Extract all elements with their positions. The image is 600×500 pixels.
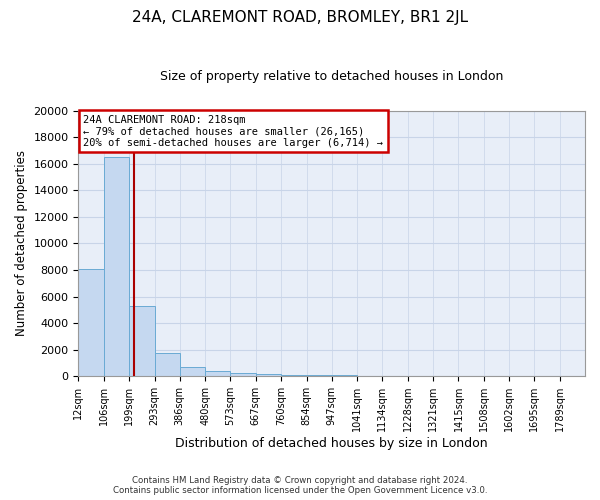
Y-axis label: Number of detached properties: Number of detached properties bbox=[15, 150, 28, 336]
Bar bbox=[104, 157, 129, 376]
Bar bbox=[307, 375, 332, 376]
Bar bbox=[205, 371, 230, 376]
X-axis label: Distribution of detached houses by size in London: Distribution of detached houses by size … bbox=[175, 437, 488, 450]
Bar bbox=[79, 268, 104, 376]
Bar bbox=[129, 306, 155, 376]
Bar bbox=[281, 375, 307, 376]
Bar bbox=[180, 367, 205, 376]
Text: Contains HM Land Registry data © Crown copyright and database right 2024.
Contai: Contains HM Land Registry data © Crown c… bbox=[113, 476, 487, 495]
Bar bbox=[155, 353, 180, 376]
Bar bbox=[256, 374, 281, 376]
Text: 24A, CLAREMONT ROAD, BROMLEY, BR1 2JL: 24A, CLAREMONT ROAD, BROMLEY, BR1 2JL bbox=[132, 10, 468, 25]
Bar bbox=[230, 373, 256, 376]
Text: 24A CLAREMONT ROAD: 218sqm
← 79% of detached houses are smaller (26,165)
20% of : 24A CLAREMONT ROAD: 218sqm ← 79% of deta… bbox=[83, 114, 383, 148]
Title: Size of property relative to detached houses in London: Size of property relative to detached ho… bbox=[160, 70, 503, 83]
